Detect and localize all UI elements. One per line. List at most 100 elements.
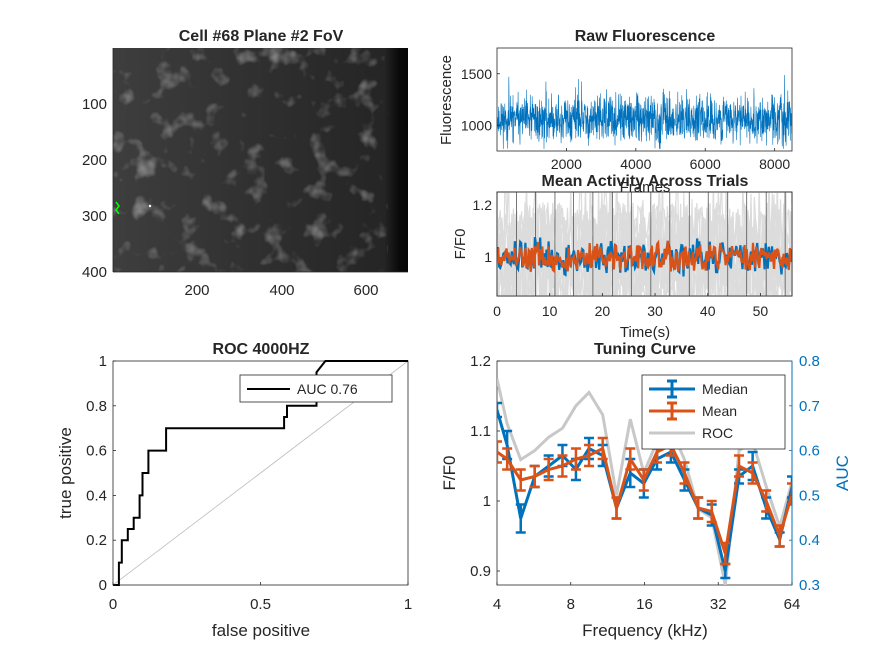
tuning-ticks: 4 8 16 32 64 0.9 1 1.1 1.2 0.3 0.4 0.5 0.6 0.7 0.8 [470, 353, 820, 613]
tuning-y2tick: 0.8 [799, 353, 820, 370]
raw-xtick: 2000 [551, 156, 582, 172]
roc-title: ROC 4000HZ [213, 341, 310, 358]
raw-ylabel: Fluorescence [438, 55, 455, 145]
tuning-legend-median: Median [649, 379, 748, 399]
fov-ytick: 300 [82, 208, 107, 225]
mean-errorbar [720, 541, 731, 566]
raw-title: Raw Fluorescence [575, 28, 716, 45]
mean-errorbar [570, 447, 581, 471]
mean-errorbar [497, 440, 502, 464]
tuning-y2tick: 0.6 [799, 443, 820, 460]
tuning-legend-median-label: Median [702, 381, 748, 397]
roc-xlabel: false positive [212, 621, 310, 640]
roc-ytick: 0.8 [86, 398, 107, 415]
mean-xtick: 10 [542, 303, 558, 319]
median-errorbar [497, 401, 502, 419]
fov-xtick: 600 [353, 282, 378, 299]
median-errorbar [787, 475, 792, 499]
tuning-ytick: 1.1 [470, 423, 491, 440]
roc-ytick: 1 [99, 353, 107, 370]
tuning-ylabel: F/F0 [440, 456, 459, 491]
trial-trace [498, 192, 792, 296]
raw-ytick: 1500 [461, 66, 492, 82]
tuning-xtick: 16 [636, 596, 653, 613]
tuning-title: Tuning Curve [594, 341, 696, 358]
tuning-xtick: 8 [567, 596, 575, 613]
tuning-panel: Tuning Curve F/F0 AUC Frequency (kHz) 4 8… [440, 341, 852, 640]
mean-xtick: 30 [647, 303, 663, 319]
mean-panel: Mean Activity Across Trials F/F0 Time(s)… [452, 173, 793, 341]
tuning-legend-mean: Mean [649, 401, 737, 421]
raw-ytick: 1000 [461, 117, 492, 133]
tuning-ytick: 0.9 [470, 563, 491, 580]
tuning-legend-mean-label: Mean [702, 403, 737, 419]
tuning-xtick: 64 [784, 596, 801, 613]
mean-ylabel: F/F0 [452, 229, 469, 260]
mean-ytick: 1 [484, 249, 492, 265]
roc-ytick: 0.6 [86, 443, 107, 460]
tuning-legend-roc: ROC [649, 425, 733, 441]
tuning-ytick: 1 [483, 493, 491, 510]
fov-panel: Cell #68 Plane #2 FoV 100 200 300 400 20… [82, 28, 408, 299]
mean-errorbar [502, 447, 513, 471]
roc-ytick: 0.4 [86, 487, 107, 504]
mean-errorbar [543, 457, 554, 482]
mean-axes-frame [496, 191, 793, 297]
mean-errorbar [638, 468, 649, 492]
fov-ytick: 100 [82, 96, 107, 113]
roc-ytick: 0.2 [86, 532, 107, 549]
mean-errorbar [597, 436, 608, 461]
roc-xtick: 0 [109, 596, 117, 613]
roc-legend: AUC 0.76 [239, 374, 393, 403]
mean-xlabel: Time(s) [620, 324, 670, 341]
raw-trace [497, 74, 792, 149]
mean-errorbar [625, 447, 636, 471]
median-errorbar [515, 503, 526, 534]
tuning-ytick: 1.2 [470, 353, 491, 370]
mean-plot-area [497, 192, 792, 296]
fov-xtick: 200 [184, 282, 209, 299]
roc-xtick: 0.5 [250, 596, 271, 613]
mean-title: Mean Activity Across Trials [542, 173, 749, 190]
fov-ytick: 200 [82, 152, 107, 169]
fov-ytick: 400 [82, 264, 107, 281]
mean-errorbar [774, 524, 785, 548]
roc-plot-area [113, 360, 408, 586]
tuning-y2tick: 0.5 [799, 487, 820, 504]
mean-errorbar [557, 454, 568, 478]
raw-panel: Raw Fluorescence Fluorescence Frames 200… [438, 28, 793, 196]
fov-title: Cell #68 Plane #2 FoV [179, 28, 344, 45]
mean-errorbar [679, 461, 690, 485]
mean-errorbar [515, 468, 526, 492]
fov-texture [113, 48, 388, 272]
roc-legend-label: AUC 0.76 [297, 381, 358, 397]
cell-dot [148, 204, 152, 208]
cell-roi-marker [115, 201, 120, 215]
raw-xtick: 8000 [759, 156, 790, 172]
trial-trace [497, 192, 792, 296]
raw-plot-area [497, 74, 792, 149]
roc-ylabel: true positive [56, 427, 75, 519]
mean-errorbar [529, 464, 540, 489]
tuning-xlabel: Frequency (kHz) [582, 621, 708, 640]
tuning-y2tick: 0.3 [799, 577, 820, 594]
mean-errorbar [584, 443, 595, 468]
mean-errorbar [761, 489, 772, 513]
mean-errorbar [611, 496, 622, 520]
mean-errorbar [734, 454, 745, 478]
raw-xtick: 6000 [690, 156, 721, 172]
mean-ytick: 1.2 [473, 197, 493, 213]
mean-trace [497, 239, 792, 274]
raw-ticks: 2000 4000 6000 8000 1000 1500 [461, 66, 791, 172]
mean-errorbar [693, 496, 704, 520]
mean-ticks: 0 10 20 30 40 50 1 1.2 [473, 197, 769, 319]
roc-ticks: 0 0.5 1 0 0.2 0.4 0.6 0.8 1 [86, 353, 412, 613]
mean-xtick: 40 [700, 303, 716, 319]
mean-errorbar [706, 499, 717, 524]
mean-xtick: 0 [493, 303, 501, 319]
tuning-y2tick: 0.4 [799, 532, 820, 549]
tuning-xtick: 4 [493, 596, 501, 613]
tuning-y2tick: 0.7 [799, 398, 820, 415]
roc-xtick: 1 [404, 596, 412, 613]
